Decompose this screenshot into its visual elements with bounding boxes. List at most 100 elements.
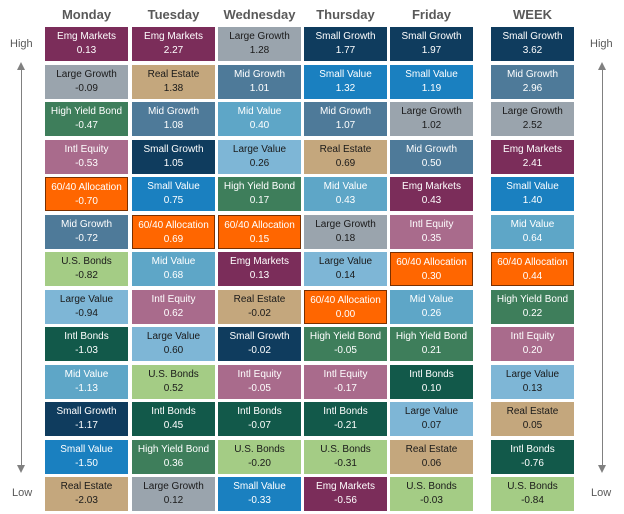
cell-label: Large Value bbox=[146, 331, 201, 342]
cell-label: Intl Equity bbox=[510, 331, 555, 342]
cell-label: Emg Markets bbox=[230, 256, 289, 267]
cell-emg-markets: Emg Markets 2.41 bbox=[491, 140, 574, 174]
cell-small-growth: Small Growth 1.05 bbox=[132, 140, 215, 174]
cell-value: -1.13 bbox=[75, 383, 98, 394]
cell-value: 0.18 bbox=[335, 233, 356, 244]
cell-60-40-allocation: 60/40 Allocation 0.69 bbox=[132, 215, 215, 249]
cell-value: 0.68 bbox=[163, 270, 184, 281]
cell-value: 0.43 bbox=[421, 195, 442, 206]
cell-label: 60/40 Allocation bbox=[497, 257, 568, 268]
cell-label: Real Estate bbox=[405, 444, 458, 455]
cell-label: High Yield Bond bbox=[395, 331, 468, 342]
cell-u-s-bonds: U.S. Bonds -0.20 bbox=[218, 440, 301, 474]
cell-label: 60/40 Allocation bbox=[396, 257, 467, 268]
cell-large-growth: Large Growth -0.09 bbox=[45, 65, 128, 99]
cell-label: Mid Growth bbox=[319, 106, 372, 117]
cell-value: -0.21 bbox=[334, 420, 357, 431]
cell-label: U.S. Bonds bbox=[406, 481, 457, 492]
cell-value: -0.02 bbox=[248, 308, 271, 319]
cell-mid-growth: Mid Growth 1.01 bbox=[218, 65, 301, 99]
cell-large-value: Large Value -0.94 bbox=[45, 290, 128, 324]
cell-label: U.S. Bonds bbox=[320, 444, 371, 455]
cell-label: Small Value bbox=[60, 444, 113, 455]
cell-label: Mid Growth bbox=[405, 144, 458, 155]
cell-real-estate: Real Estate 0.05 bbox=[491, 402, 574, 436]
cell-value: 0.69 bbox=[335, 158, 356, 169]
cell-intl-bonds: Intl Bonds -0.07 bbox=[218, 402, 301, 436]
cell-value: -1.03 bbox=[75, 345, 98, 356]
cell-label: Emg Markets bbox=[402, 181, 461, 192]
cell-label: High Yield Bond bbox=[309, 331, 382, 342]
cell-label: Real Estate bbox=[60, 481, 113, 492]
column-header-wednesday: Wednesday bbox=[223, 7, 296, 22]
cell-value: -0.03 bbox=[420, 495, 443, 506]
cell-value: 1.05 bbox=[163, 158, 184, 169]
cell-intl-equity: Intl Equity 0.35 bbox=[390, 215, 473, 249]
cell-label: Mid Value bbox=[323, 181, 368, 192]
cell-value: 1.97 bbox=[421, 45, 442, 56]
cell-label: High Yield Bond bbox=[223, 181, 296, 192]
cell-value: 1.40 bbox=[522, 195, 543, 206]
cell-label: Intl Bonds bbox=[510, 444, 555, 455]
column-header-tuesday: Tuesday bbox=[147, 7, 200, 22]
cell-label: Small Value bbox=[233, 481, 286, 492]
cell-mid-value: Mid Value 0.43 bbox=[304, 177, 387, 211]
cell-real-estate: Real Estate 0.69 bbox=[304, 140, 387, 174]
cell-value: -0.56 bbox=[334, 495, 357, 506]
cell-value: -1.17 bbox=[75, 420, 98, 431]
cell-value: 0.30 bbox=[421, 271, 442, 282]
cell-label: Small Growth bbox=[56, 406, 117, 417]
cell-large-growth: Large Growth 1.02 bbox=[390, 102, 473, 136]
cell-mid-value: Mid Value 0.68 bbox=[132, 252, 215, 286]
column-header-friday: Friday bbox=[411, 7, 451, 22]
cell-60-40-allocation: 60/40 Allocation -0.70 bbox=[45, 177, 128, 211]
column-header-week: WEEK bbox=[513, 7, 552, 22]
low-label-left: Low bbox=[12, 487, 33, 499]
cell-value: -0.33 bbox=[248, 495, 271, 506]
cell-label: Small Value bbox=[147, 181, 200, 192]
column-header-thursday: Thursday bbox=[316, 7, 375, 22]
cell-60-40-allocation: 60/40 Allocation 0.00 bbox=[304, 290, 387, 324]
cell-value: 0.00 bbox=[335, 309, 356, 320]
cell-u-s-bonds: U.S. Bonds -0.31 bbox=[304, 440, 387, 474]
cell-value: -0.09 bbox=[75, 83, 98, 94]
cell-label: U.S. Bonds bbox=[507, 481, 558, 492]
cell-label: Intl Bonds bbox=[151, 406, 196, 417]
cell-emg-markets: Emg Markets 0.13 bbox=[218, 252, 301, 286]
cell-value: 0.60 bbox=[163, 345, 184, 356]
cell-label: Real Estate bbox=[147, 69, 200, 80]
cell-60-40-allocation: 60/40 Allocation 0.15 bbox=[218, 215, 301, 249]
cell-value: -0.31 bbox=[334, 458, 357, 469]
cell-value: -0.70 bbox=[75, 196, 98, 207]
cell-value: 0.26 bbox=[421, 308, 442, 319]
cell-value: 0.21 bbox=[421, 345, 442, 356]
cell-value: 1.32 bbox=[335, 83, 356, 94]
cell-label: Mid Growth bbox=[147, 106, 200, 117]
cell-emg-markets: Emg Markets -0.56 bbox=[304, 477, 387, 511]
cell-mid-value: Mid Value 0.40 bbox=[218, 102, 301, 136]
cell-real-estate: Real Estate 1.38 bbox=[132, 65, 215, 99]
cell-value: 1.28 bbox=[249, 45, 270, 56]
cell-label: Intl Bonds bbox=[237, 406, 282, 417]
cell-label: 60/40 Allocation bbox=[310, 295, 381, 306]
cell-mid-value: Mid Value -1.13 bbox=[45, 365, 128, 399]
cell-value: 0.35 bbox=[421, 233, 442, 244]
cell-small-growth: Small Growth 1.77 bbox=[304, 27, 387, 61]
cell-value: -0.84 bbox=[521, 495, 544, 506]
cell-high-yield-bond: High Yield Bond 0.22 bbox=[491, 290, 574, 324]
cell-label: Mid Growth bbox=[60, 219, 113, 230]
cell-label: Large Value bbox=[232, 144, 287, 155]
cell-label: Intl Equity bbox=[323, 369, 368, 380]
cell-large-value: Large Value 0.13 bbox=[491, 365, 574, 399]
cell-value: 2.52 bbox=[522, 120, 543, 131]
cell-small-value: Small Value 1.19 bbox=[390, 65, 473, 99]
cell-high-yield-bond: High Yield Bond 0.36 bbox=[132, 440, 215, 474]
cell-value: 0.62 bbox=[163, 308, 184, 319]
cell-value: 0.07 bbox=[421, 420, 442, 431]
cell-label: 60/40 Allocation bbox=[51, 182, 122, 193]
cell-label: Large Growth bbox=[56, 69, 117, 80]
cell-value: 0.75 bbox=[163, 195, 184, 206]
cell-label: U.S. Bonds bbox=[234, 444, 285, 455]
cell-value: 0.15 bbox=[249, 234, 270, 245]
cell-value: 0.50 bbox=[421, 158, 442, 169]
